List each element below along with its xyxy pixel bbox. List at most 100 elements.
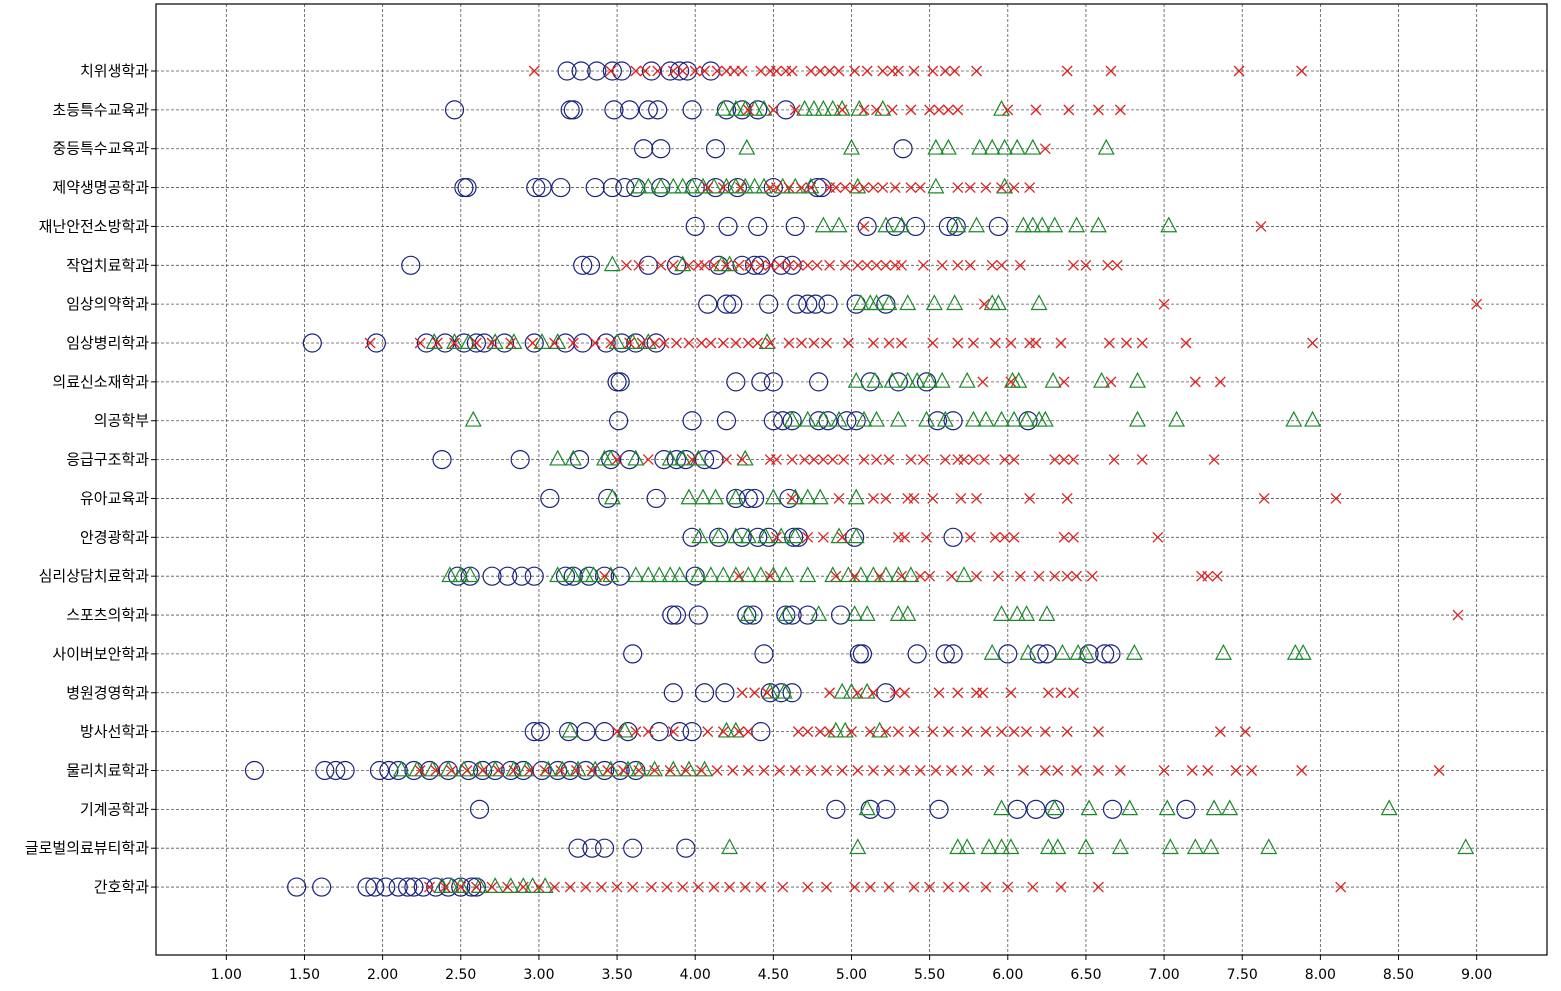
data-point-triangle (1158, 799, 1176, 816)
data-point-x (717, 182, 729, 194)
data-point-triangle (1186, 838, 1204, 855)
data-point-triangle (889, 410, 907, 427)
category-label: 응급구조학과 (66, 451, 149, 469)
data-point-triangle (639, 177, 657, 194)
data-point-triangle (639, 566, 657, 583)
data-point-triangle (1097, 138, 1115, 155)
data-point-circle (466, 333, 486, 353)
data-point-triangle (714, 99, 732, 116)
data-point-circle (401, 255, 421, 275)
data-point-x (524, 765, 535, 776)
data-point-triangle (799, 488, 817, 505)
data-point-circle (663, 683, 683, 703)
data-point-x (789, 104, 801, 116)
category-label: 스포츠의학과 (66, 606, 149, 624)
data-point-x (952, 259, 964, 271)
data-point-triangle (1053, 643, 1071, 660)
data-point-triangle (661, 449, 679, 466)
data-point-circle (365, 877, 385, 897)
data-point-circle (698, 294, 718, 314)
data-point-x (867, 337, 879, 349)
data-point-x (867, 182, 879, 194)
data-point-x (717, 337, 729, 349)
data-point-x (539, 765, 551, 776)
data-point-circle (857, 216, 877, 237)
data-point-circle (1176, 799, 1196, 819)
data-point-triangle (1304, 410, 1322, 427)
data-point-circle (927, 411, 948, 431)
data-point-triangle (993, 799, 1011, 816)
data-point-x (771, 531, 782, 543)
data-point-triangle (439, 760, 457, 777)
data-point-triangle (921, 371, 939, 388)
data-point-x (708, 259, 720, 271)
data-point-x (431, 337, 443, 349)
data-point-triangle (955, 566, 973, 583)
data-point-triangle (993, 838, 1011, 855)
data-point-x (1030, 337, 1042, 349)
data-point-triangle (471, 760, 489, 777)
category-label: 의료신소재학과 (52, 373, 149, 391)
data-point-triangle (939, 138, 957, 155)
data-point-circle (763, 411, 783, 431)
data-point-circle (771, 255, 791, 275)
data-point-triangle (1033, 216, 1051, 233)
data-point-x (921, 531, 932, 543)
data-point-circle (654, 450, 674, 470)
category-label: 방사선학과 (80, 723, 149, 741)
data-point-circle (685, 566, 705, 586)
data-point-triangle (533, 333, 551, 349)
data-point-x (1114, 765, 1126, 776)
data-point-triangle (814, 410, 832, 427)
data-point-circle (704, 450, 724, 470)
data-point-circle (732, 527, 752, 547)
data-point-x (733, 726, 745, 738)
data-point-triangle (739, 527, 757, 544)
data-point-x (645, 881, 657, 893)
data-point-x (905, 104, 917, 116)
data-point-x (1049, 454, 1061, 466)
data-point-x (908, 65, 920, 77)
data-point-circle (738, 488, 758, 509)
data-point-x (952, 687, 964, 699)
data-point-triangle (680, 760, 698, 777)
data-point-circle (315, 760, 335, 781)
data-point-x (946, 570, 957, 582)
data-point-x (649, 337, 661, 349)
data-point-circle (666, 605, 687, 625)
data-point-x (805, 65, 817, 77)
data-point-triangle (549, 566, 567, 583)
data-point-circle (938, 216, 959, 237)
x-tick-label: 3.00 (523, 967, 554, 983)
data-point-triangle (549, 333, 567, 349)
data-point-triangle (1030, 294, 1048, 311)
data-point-triangle (664, 760, 682, 777)
data-point-x (783, 182, 795, 194)
data-point-x (1186, 765, 1198, 776)
data-point-circle (594, 760, 615, 781)
data-point-circle (751, 372, 771, 392)
data-point-circle (335, 760, 355, 781)
x-tick-label: 5.00 (836, 967, 867, 983)
data-point-x (796, 337, 807, 349)
data-point-triangle (727, 721, 745, 738)
data-point-triangle (946, 294, 964, 311)
data-point-x (883, 765, 895, 776)
data-point-triangle (858, 605, 876, 621)
data-point-x (1296, 65, 1308, 77)
data-point-x (992, 570, 1004, 582)
data-point-x (896, 337, 907, 349)
data-point-x (470, 881, 482, 893)
data-point-x (695, 765, 707, 776)
data-point-triangle (958, 371, 976, 388)
data-point-triangle (852, 294, 870, 311)
data-point-triangle (696, 760, 714, 777)
data-point-x (461, 765, 473, 776)
data-point-circle (782, 605, 802, 625)
data-point-x (1055, 337, 1067, 349)
data-point-circle (444, 100, 465, 120)
x-tick-label: 9.00 (1461, 967, 1492, 983)
data-point-triangle (455, 760, 473, 777)
data-point-circle (559, 722, 579, 742)
data-point-circle (682, 722, 702, 742)
